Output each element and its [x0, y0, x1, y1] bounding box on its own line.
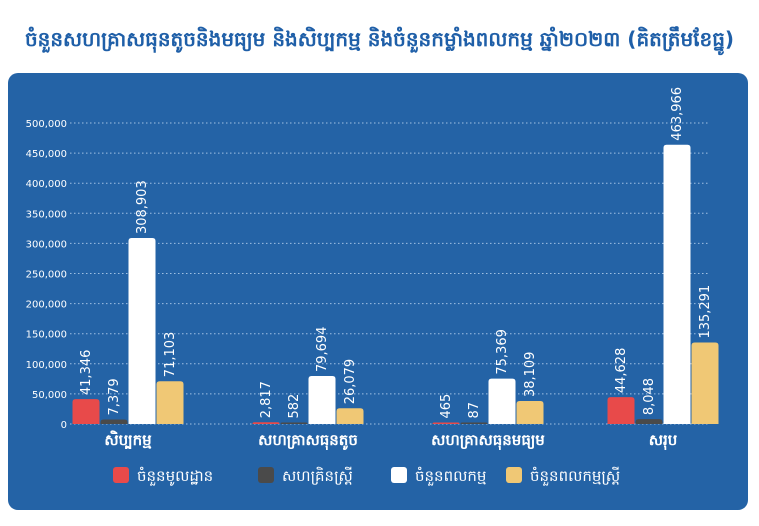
- y-tick-label: 400,000: [26, 179, 67, 190]
- data-label: 2,817: [259, 381, 274, 418]
- bar: [460, 422, 488, 424]
- data-label: 463,966: [670, 87, 685, 141]
- data-label: 44,628: [614, 348, 629, 394]
- data-label: 79,694: [315, 327, 330, 373]
- data-label: 71,103: [163, 332, 178, 378]
- bar: [72, 399, 100, 424]
- y-tick-label: 50,000: [32, 390, 67, 401]
- legend-swatch: [506, 467, 522, 483]
- y-tick-label: 350,000: [26, 209, 67, 220]
- bar: [691, 342, 719, 424]
- y-tick-label: 0: [61, 420, 67, 431]
- bar: [663, 144, 691, 424]
- bar: [607, 397, 635, 424]
- bar: [516, 401, 544, 424]
- bar-chart: 0 50,000 100,000 150,000 200,000 250,000 300,0…: [26, 87, 719, 486]
- bar: [432, 422, 460, 424]
- bar: [488, 378, 516, 424]
- data-label: 75,369: [495, 329, 510, 375]
- category-label: សិប្បកម្ម: [104, 430, 152, 449]
- data-label: 41,346: [79, 350, 94, 396]
- legend-label: សហគ្រិនស្ត្រី: [282, 466, 353, 485]
- legend-label: ចំនួនពលកម្ម: [415, 466, 486, 486]
- y-tick-label: 300,000: [26, 239, 67, 250]
- data-label: 135,291: [698, 285, 713, 339]
- data-label: 87: [467, 402, 482, 419]
- y-tick-label: 250,000: [26, 270, 67, 281]
- y-tick-label: 450,000: [26, 149, 67, 160]
- bar: [128, 238, 156, 424]
- y-tick-label: 100,000: [26, 360, 67, 371]
- data-label: 582: [287, 394, 302, 419]
- bar: [336, 408, 364, 424]
- chart-panel: 0 50,000 100,000 150,000 200,000 250,000 300,0…: [8, 73, 748, 510]
- legend-swatch: [258, 467, 274, 483]
- bar: [635, 419, 663, 424]
- y-tick-label: 500,000: [26, 119, 67, 130]
- bar: [252, 422, 280, 424]
- data-label: 8,048: [642, 378, 657, 415]
- category-label: សហគ្រាសធុនតូច: [258, 431, 358, 451]
- category-label: សរុប: [649, 431, 678, 451]
- category-label: សហគ្រាសធុនមធ្យម: [431, 431, 545, 451]
- data-label: 26,079: [343, 359, 358, 405]
- data-label: 7,379: [107, 378, 122, 415]
- bar: [100, 419, 128, 424]
- y-tick-label: 200,000: [26, 300, 67, 311]
- chart-title: ចំនួនសហគ្រាសធុនតូចនិងមធ្យម និងសិប្បកម្ម …: [24, 27, 735, 51]
- bar: [308, 376, 336, 424]
- bar: [156, 381, 184, 424]
- bar: [280, 422, 308, 424]
- legend-swatch: [391, 467, 407, 483]
- data-label: 38,109: [523, 352, 538, 398]
- legend-label: ចំនួនមូលដ្ឋាន: [137, 466, 213, 486]
- data-label: 465: [439, 394, 454, 419]
- y-tick-label: 150,000: [26, 330, 67, 341]
- legend-swatch: [113, 467, 129, 483]
- data-label: 308,903: [135, 180, 150, 234]
- legend-label: ចំនួនពលកម្មស្ត្រី: [530, 466, 620, 486]
